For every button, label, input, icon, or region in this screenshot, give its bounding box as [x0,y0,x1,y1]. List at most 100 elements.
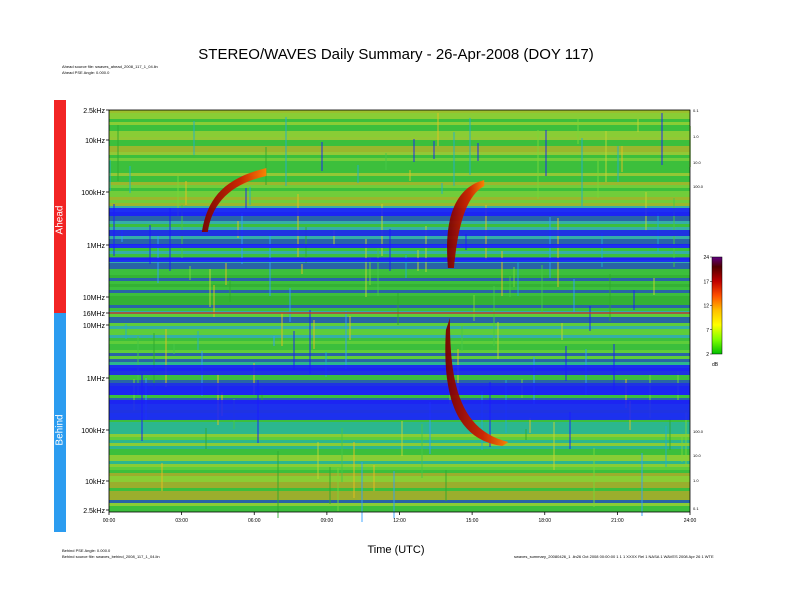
heatmap-column [369,258,371,285]
heatmap-column [209,269,211,307]
heatmap-row [109,200,690,203]
right-axis-label: 1.0 [693,478,699,483]
heatmap-row [109,317,690,320]
y-tick-label: 2.5kHz [83,508,105,515]
right-axis-label: 1.0 [693,134,699,139]
heatmap-row [109,122,690,125]
right-axis-label: 0.1 [693,506,699,511]
heatmap-row [109,332,690,335]
blue-band [109,258,690,262]
heatmap-column [541,265,543,313]
heatmap-column [413,139,415,162]
heatmap-column [153,333,155,394]
behind-source-note: Behind source file: swaves_behind_2008_1… [62,554,160,559]
heatmap-column [289,288,291,322]
heatmap-row [109,434,690,437]
heatmap-row [109,503,690,506]
right-axis-label: 10.0 [693,160,702,165]
blue-band [109,400,690,420]
radio-burst [201,168,267,232]
heatmap-column [465,234,467,250]
heatmap-row [109,272,690,275]
y-tick-label: 10kHz [85,138,105,145]
heatmap-column [517,259,519,296]
heatmap-column [609,274,611,321]
heatmap-row [109,455,690,458]
heatmap-column [605,131,607,182]
x-tick-label: 21:00 [611,518,624,524]
heatmap-row [109,119,690,122]
heatmap-column [357,165,359,183]
heatmap-column [309,310,311,374]
heatmap-row [109,146,690,149]
ahead-source-note: Ahead source file: swaves_ahead_2008_117… [62,64,158,69]
colorbar-tick-label: 24 [703,255,709,261]
heatmap-column [129,166,131,193]
heatmap-row [109,419,690,422]
heatmap-column [617,146,619,182]
heatmap-column [213,285,215,317]
heatmap-row [109,479,690,482]
heatmap-column [397,293,399,325]
y-tick-label: 10kHz [85,479,105,486]
heatmap-row [109,380,690,383]
x-tick-label: 03:00 [175,518,188,524]
heatmap-column [641,453,643,516]
heatmap-row [109,269,690,272]
heatmap-row [109,395,690,398]
behind-side-bar [54,313,66,532]
heatmap-row [109,482,690,485]
heatmap-column [581,138,583,207]
heatmap-column [333,230,335,246]
ahead-pse-note: Ahead PSE Angle: 0.000.0 [62,70,110,75]
heatmap-row [109,488,690,491]
x-tick-label: 24:00 [684,518,697,524]
heatmap-row [109,425,690,428]
heatmap-column [401,421,403,456]
heatmap-row [109,377,690,380]
heatmap-column [237,221,239,238]
heatmap-row [109,461,690,464]
blue-band [109,230,690,236]
heatmap-row [109,248,690,251]
colorbar: 24 17 12 7 2dB [703,255,723,368]
heatmap-row [109,251,690,254]
heatmap-column [425,226,427,272]
heatmap-row [109,281,690,284]
blue-band [109,208,690,216]
heatmap-row [109,182,690,185]
heatmap-column [353,442,355,498]
behind-panel-label-box: Behind [54,330,66,530]
ahead-panel-label-box: Ahead [54,120,66,320]
heatmap-row [109,323,690,326]
heatmap-row [109,509,690,512]
radio-burst [447,180,485,268]
heatmap-row [109,470,690,473]
heatmap-row [109,188,690,191]
heatmap-row [109,500,690,503]
heatmap-column [477,143,479,161]
spectrogram-heatmap [109,110,691,522]
heatmap-row [109,173,690,176]
heatmap-row [109,170,690,173]
heatmap-row [109,494,690,497]
heatmap-row [109,302,690,305]
radio-bursts [201,168,509,446]
heatmap-column [229,280,231,302]
heatmap-row [109,458,690,461]
x-tick-label: 06:00 [248,518,261,524]
heatmap-column [497,322,499,359]
heatmap-column [669,419,671,450]
colorbar-tick-label: 12 [703,304,709,310]
heatmap-column [557,218,559,287]
heatmap-column [373,465,375,491]
heatmap-column [273,336,275,346]
x-tick-label: 15:00 [466,518,479,524]
heatmap-column [281,313,283,346]
blue-band [109,244,690,248]
heatmap-column [453,132,455,186]
heatmap-row [109,308,690,311]
panel-side-bars [54,100,66,532]
heatmap-row [109,158,690,161]
